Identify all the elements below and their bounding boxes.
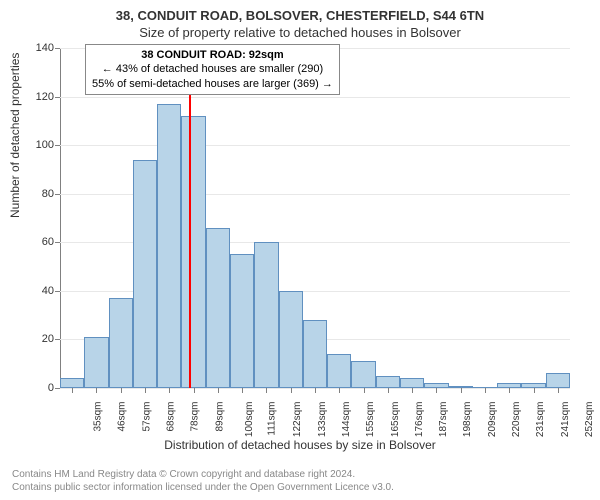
tooltip-box: 38 CONDUIT ROAD: 92sqm ← 43% of detached… [85,44,340,95]
y-tick-label: 120 [24,91,54,103]
tooltip-line3: 55% of semi-detached houses are larger (… [92,77,333,91]
histogram-bar [181,116,205,388]
x-tick-label: 176sqm [414,402,425,438]
x-tick-label: 241sqm [560,402,571,438]
tooltip-line1: 38 CONDUIT ROAD: 92sqm [92,48,333,62]
y-tick-mark [55,388,60,389]
x-tick-mark [194,388,195,393]
x-tick-label: 155sqm [365,402,376,438]
y-tick-label: 20 [24,333,54,345]
x-axis-label: Distribution of detached houses by size … [0,438,600,452]
x-tick-mark [485,388,486,393]
chart-title-sub: Size of property relative to detached ho… [0,23,600,40]
histogram-bar [84,337,108,388]
x-tick-label: 57sqm [141,402,152,432]
histogram-bar [206,228,230,388]
y-tick-mark [55,48,60,49]
x-tick-label: 89sqm [214,402,225,432]
footer: Contains HM Land Registry data © Crown c… [12,468,394,494]
x-tick-mark [291,388,292,393]
y-tick-mark [55,97,60,98]
x-tick-mark [145,388,146,393]
x-tick-mark [412,388,413,393]
histogram-bar [546,373,570,388]
y-tick-label: 40 [24,285,54,297]
histogram-bar [400,378,424,388]
tooltip-line2: ← 43% of detached houses are smaller (29… [92,62,333,76]
x-tick-mark [339,388,340,393]
x-tick-label: 252sqm [584,402,595,438]
histogram-bar [60,378,84,388]
histogram-bar [376,376,400,388]
x-tick-mark [218,388,219,393]
y-axis-label: Number of detached properties [8,53,22,218]
y-tick-mark [55,291,60,292]
x-tick-mark [364,388,365,393]
x-tick-label: 198sqm [463,402,474,438]
x-tick-label: 68sqm [166,402,177,432]
y-tick-mark [55,194,60,195]
x-tick-mark [558,388,559,393]
histogram-bar [279,291,303,388]
x-tick-mark [121,388,122,393]
x-tick-label: 122sqm [293,402,304,438]
y-tick-mark [55,145,60,146]
x-tick-mark [534,388,535,393]
footer-line1: Contains HM Land Registry data © Crown c… [12,468,394,481]
x-tick-label: 35sqm [93,402,104,432]
plot-area: 02040608010012014035sqm46sqm57sqm68sqm78… [60,48,570,388]
y-tick-label: 140 [24,42,54,54]
x-tick-label: 144sqm [341,402,352,438]
x-tick-label: 209sqm [487,402,498,438]
marker-line [189,48,191,388]
x-tick-mark [461,388,462,393]
x-tick-mark [96,388,97,393]
chart-title-main: 38, CONDUIT ROAD, BOLSOVER, CHESTERFIELD… [0,0,600,23]
histogram-bar [254,242,278,388]
x-tick-label: 165sqm [390,402,401,438]
x-tick-mark [436,388,437,393]
histogram-bar [327,354,351,388]
x-tick-mark [266,388,267,393]
y-tick-label: 60 [24,236,54,248]
x-tick-label: 100sqm [244,402,255,438]
chart-area: 02040608010012014035sqm46sqm57sqm68sqm78… [60,48,570,388]
y-tick-label: 100 [24,139,54,151]
y-tick-mark [55,339,60,340]
histogram-bar [230,254,254,388]
y-tick-label: 0 [24,382,54,394]
y-axis-line [60,48,61,388]
x-tick-label: 46sqm [117,402,128,432]
y-tick-label: 80 [24,188,54,200]
x-tick-label: 187sqm [438,402,449,438]
histogram-bar [157,104,181,388]
x-tick-mark [169,388,170,393]
grid-line [60,145,570,146]
x-tick-label: 111sqm [267,402,278,436]
x-tick-mark [388,388,389,393]
y-tick-mark [55,242,60,243]
x-tick-label: 133sqm [317,402,328,438]
x-tick-mark [72,388,73,393]
x-tick-mark [315,388,316,393]
x-tick-label: 231sqm [535,402,546,438]
grid-line [60,97,570,98]
x-tick-mark [509,388,510,393]
x-tick-label: 78sqm [190,402,201,432]
histogram-bar [351,361,375,388]
x-tick-mark [242,388,243,393]
histogram-bar [109,298,133,388]
histogram-bar [133,160,157,388]
x-tick-label: 220sqm [511,402,522,438]
histogram-bar [303,320,327,388]
footer-line2: Contains public sector information licen… [12,481,394,494]
